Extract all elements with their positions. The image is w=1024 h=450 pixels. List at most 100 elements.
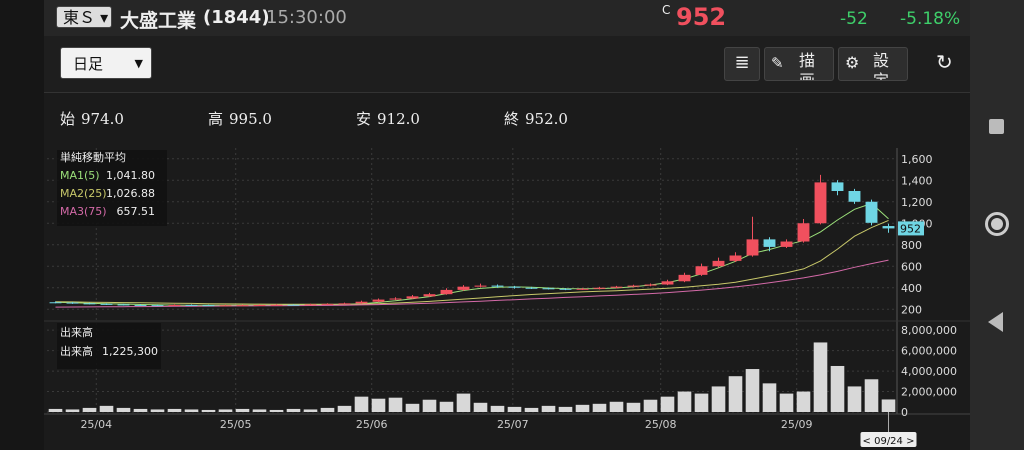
candle-body — [457, 286, 470, 290]
x-tick-label: 25/09 — [781, 418, 813, 431]
ohlc-label: 高 — [208, 110, 224, 128]
draw-button[interactable]: ✎ 描画 — [764, 47, 834, 81]
ohlc-item: 安 912.0 — [356, 108, 420, 129]
volume-bar — [745, 369, 760, 412]
volume-bar — [354, 396, 369, 412]
recent-button[interactable] — [989, 119, 1004, 134]
candle-body — [763, 239, 776, 247]
volume-bar — [286, 408, 301, 412]
back-button[interactable] — [988, 312, 1003, 332]
code: (1844) — [203, 7, 270, 28]
volume-tick-label: 8,000,000 — [901, 324, 957, 337]
last-price-box — [898, 221, 924, 236]
candle-body — [542, 288, 555, 290]
ohlc-value: 952.0 — [525, 110, 568, 128]
legend-name: MA1(5) — [60, 169, 100, 182]
candle-body — [797, 223, 810, 242]
cursor-label: < 09/24 > — [863, 436, 915, 447]
candle-body — [270, 304, 283, 306]
y-tick-label: 1,600 — [901, 153, 933, 166]
volume-tick-label: 6,000,000 — [901, 345, 957, 358]
volume-tick-label: 4,000,000 — [901, 365, 957, 378]
volume-legend-box — [57, 323, 161, 369]
x-tick-label: 25/04 — [80, 418, 112, 431]
y-tick-label: 1,400 — [901, 174, 933, 187]
legend-value: 657.51 — [117, 205, 156, 218]
ohlc-item: 始 974.0 — [60, 108, 124, 129]
volume-bar — [150, 409, 165, 412]
volume-bar — [184, 409, 199, 412]
volume-bar — [99, 405, 114, 412]
volume-bar — [524, 407, 539, 412]
period-select[interactable]: 日足 ▼ — [60, 47, 152, 79]
candle-body — [644, 284, 657, 286]
volume-title: 出来高 — [60, 325, 93, 339]
volume-bar — [371, 398, 386, 412]
volume-bar — [388, 397, 403, 412]
price: 952 — [676, 3, 727, 31]
volume-bar — [133, 408, 148, 412]
volume-bar — [320, 407, 335, 412]
nav-bar — [970, 0, 1024, 450]
volume-bar — [303, 409, 318, 412]
ohlc-item: 高 995.0 — [208, 108, 272, 129]
volume-bar — [218, 409, 233, 412]
chart: 2004006008001,0001,2001,4001,60002,000,0… — [44, 148, 970, 447]
x-tick-label: 25/08 — [645, 418, 677, 431]
candle-body — [134, 304, 147, 306]
volume-bar — [405, 403, 420, 412]
home-button[interactable] — [985, 212, 1009, 236]
ohlc-label: 安 — [356, 110, 372, 128]
volume-bar — [269, 409, 284, 412]
last-price: 952 — [900, 222, 921, 235]
volume-bar — [609, 401, 624, 412]
ma-line — [55, 259, 889, 308]
ohlc-label: 終 — [504, 110, 520, 128]
volume-bar — [796, 391, 811, 412]
volume-bar — [847, 386, 862, 412]
candle-body — [372, 299, 385, 302]
volume-bar — [762, 383, 777, 412]
candle-body — [865, 201, 878, 223]
ma-line — [55, 219, 889, 305]
draw-label: 描画 — [799, 51, 820, 81]
volume-tick-label: 2,000,000 — [901, 386, 957, 399]
volume-bar — [541, 405, 556, 412]
candle-body — [406, 296, 419, 299]
legend-box — [57, 150, 167, 226]
volume-bar — [728, 376, 743, 412]
candle-body — [355, 301, 368, 304]
candle-body — [831, 182, 844, 191]
y-tick-label: 600 — [901, 260, 922, 273]
y-tick-label: 1,200 — [901, 196, 933, 209]
volume-bar — [167, 408, 182, 412]
volume-tick-label: 0 — [901, 406, 908, 419]
change: -52 — [840, 9, 868, 29]
volume-bar — [422, 399, 437, 412]
ohlc-label: 始 — [60, 110, 76, 128]
candle-body — [525, 287, 538, 289]
candle-body — [236, 305, 249, 307]
candle-body — [117, 304, 130, 306]
volume-name: 出来高 — [60, 344, 93, 358]
volume-bar — [694, 393, 709, 412]
y-tick-label: 400 — [901, 282, 922, 295]
volume-bar — [65, 409, 80, 412]
market: 東Ｓ — [63, 8, 96, 27]
candle-body — [593, 287, 606, 289]
candle-body — [168, 304, 181, 306]
refresh-button[interactable]: ↻ — [936, 50, 953, 74]
list-button[interactable]: ≣ — [724, 47, 760, 81]
candle-body — [219, 305, 232, 307]
volume-bar — [779, 393, 794, 412]
volume-bar — [48, 408, 63, 412]
candle-body — [678, 274, 691, 282]
market-select[interactable]: 東Ｓ ▾ — [56, 6, 112, 28]
period: 日足 — [73, 55, 104, 73]
candle-body — [423, 294, 436, 297]
cursor-box — [860, 432, 917, 447]
settings-button[interactable]: ⚙ 設定 — [838, 47, 908, 81]
candle-body — [848, 191, 861, 202]
volume-bar — [439, 401, 454, 412]
